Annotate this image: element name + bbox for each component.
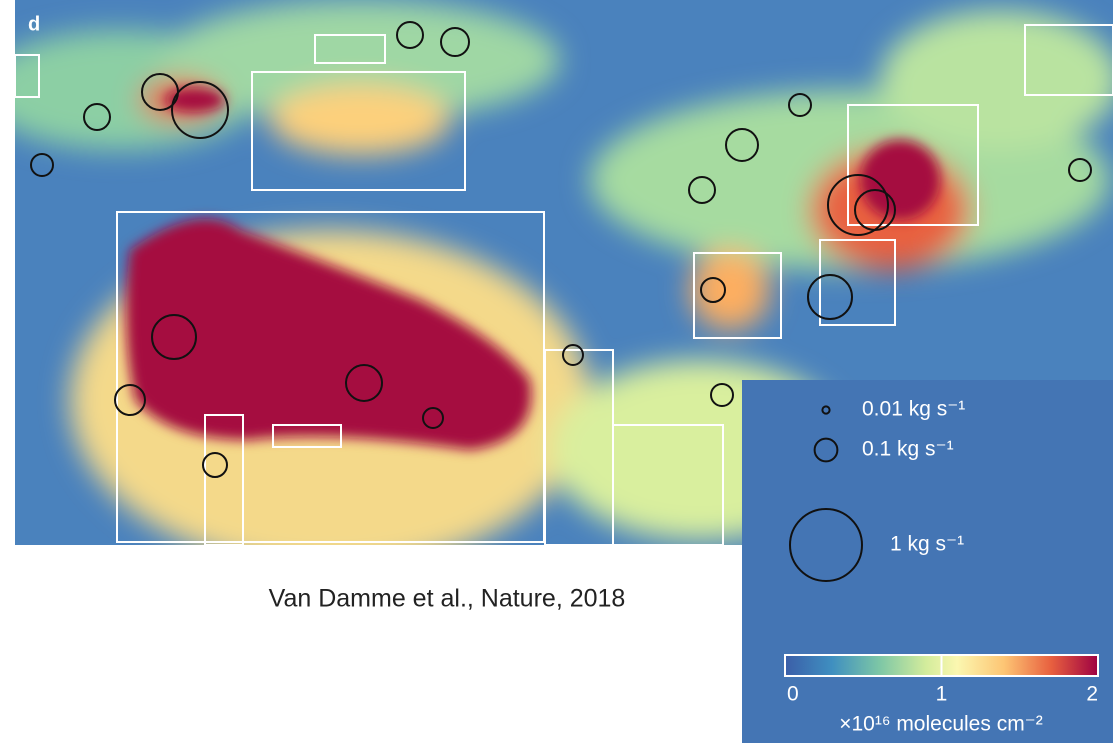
- colorbar-tick-label: 1: [936, 683, 948, 706]
- size-legend-label: 1 kg s⁻¹: [890, 533, 964, 556]
- caption: Van Damme et al., Nature, 2018: [269, 585, 626, 613]
- panel-label: d: [28, 13, 40, 35]
- size-legend-label: 0.01 kg s⁻¹: [862, 398, 965, 421]
- figure: d Van Damme et al., Nature, 2018 ×10¹⁶ m…: [0, 0, 1113, 743]
- colorbar-tick-label: 0: [787, 683, 799, 706]
- page: {"map": {"panel_label": "d"}, "legend": …: [0, 0, 1113, 743]
- colorbar-label: ×10¹⁶ molecules cm⁻²: [839, 713, 1043, 736]
- colorbar-tick-label: 2: [1086, 683, 1098, 706]
- size-legend-label: 0.1 kg s⁻¹: [862, 438, 954, 461]
